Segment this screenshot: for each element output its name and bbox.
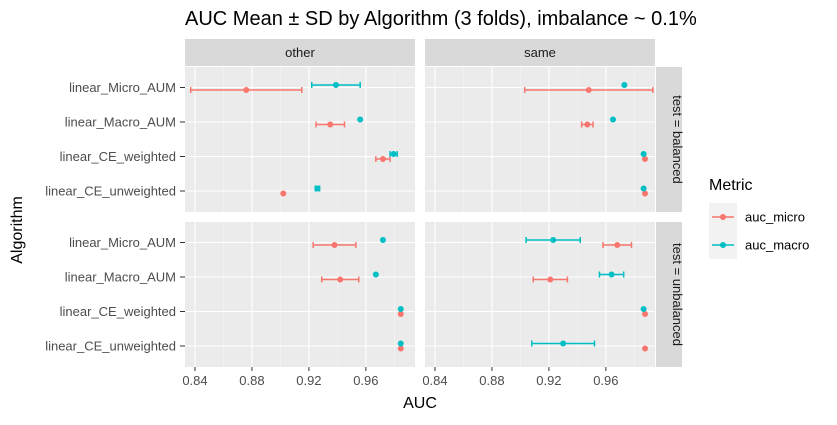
- legend-key-point: [720, 214, 726, 220]
- data-point: [397, 345, 404, 352]
- row-strip-label: test = unbalanced: [670, 243, 685, 346]
- strip-background: [425, 39, 655, 66]
- y-tick-label: linear_CE_unweighted: [45, 339, 176, 354]
- legend-title: Metric: [709, 177, 753, 194]
- data-point: [372, 271, 379, 278]
- data-point: [560, 340, 567, 347]
- x-tick-label: 0.96: [353, 373, 378, 388]
- data-point: [609, 116, 616, 123]
- y-tick-label: linear_CE_weighted: [60, 149, 176, 164]
- panel-grid: other same test = balanced test = unbalance…: [45, 39, 685, 388]
- x-tick-label: 0.84: [422, 373, 447, 388]
- data-point: [379, 237, 386, 243]
- data-point: [357, 116, 364, 123]
- data-point: [327, 121, 334, 128]
- data-point: [608, 271, 615, 278]
- x-tick-label: 0.88: [479, 373, 504, 388]
- x-tick-label: 0.84: [182, 373, 207, 388]
- y-tick-label: linear_Macro_AUM: [65, 270, 176, 285]
- data-point: [614, 242, 621, 248]
- data-point: [331, 242, 338, 248]
- data-point: [390, 151, 397, 157]
- y-tick-label: linear_Macro_AUM: [65, 115, 176, 130]
- y-tick-label: linear_CE_weighted: [60, 304, 176, 319]
- strip-background: [656, 67, 682, 212]
- legend-label: auc_macro: [745, 238, 809, 253]
- y-tick-label: linear_Micro_AUM: [69, 80, 176, 95]
- data-point: [621, 82, 628, 88]
- panel-background: [425, 222, 655, 367]
- x-tick-label: 0.88: [239, 373, 264, 388]
- data-point: [332, 82, 339, 88]
- data-point: [547, 276, 554, 283]
- legend-key-point: [720, 242, 726, 248]
- panel-background: [185, 67, 415, 212]
- data-point: [243, 87, 250, 93]
- data-point: [280, 190, 287, 197]
- panel-background: [185, 222, 415, 367]
- column-strip-label: other: [285, 45, 315, 60]
- row-strip-label: test = balanced: [670, 95, 685, 184]
- data-point: [314, 185, 321, 192]
- y-tick-label: linear_Micro_AUM: [69, 235, 176, 250]
- strip-background: [656, 222, 682, 367]
- data-point: [640, 306, 647, 312]
- x-tick-label: 0.92: [536, 373, 561, 388]
- data-point: [585, 87, 592, 93]
- legend: Metric auc_micro auc_macro: [709, 177, 809, 259]
- data-point: [642, 345, 649, 352]
- data-point: [550, 237, 557, 243]
- x-tick-label: 0.92: [296, 373, 321, 388]
- data-point: [640, 185, 647, 192]
- data-point: [642, 311, 649, 317]
- panel-background: [425, 67, 655, 212]
- data-point: [397, 340, 404, 347]
- x-axis-title: AUC: [403, 395, 437, 412]
- legend-label: auc_micro: [745, 210, 805, 225]
- data-point: [642, 190, 649, 197]
- data-point: [397, 311, 404, 317]
- column-strip-label: same: [524, 45, 556, 60]
- data-point: [584, 121, 591, 128]
- x-tick-label: 0.96: [593, 373, 618, 388]
- y-axis-title: Algorithm: [9, 196, 26, 264]
- strip-background: [185, 39, 415, 66]
- data-point: [640, 151, 647, 157]
- data-point: [397, 306, 404, 312]
- data-point: [337, 276, 344, 283]
- data-point: [642, 156, 649, 162]
- chart-title: AUC Mean ± SD by Algorithm (3 folds), im…: [185, 8, 697, 30]
- y-tick-label: linear_CE_unweighted: [45, 184, 176, 199]
- data-point: [379, 156, 386, 162]
